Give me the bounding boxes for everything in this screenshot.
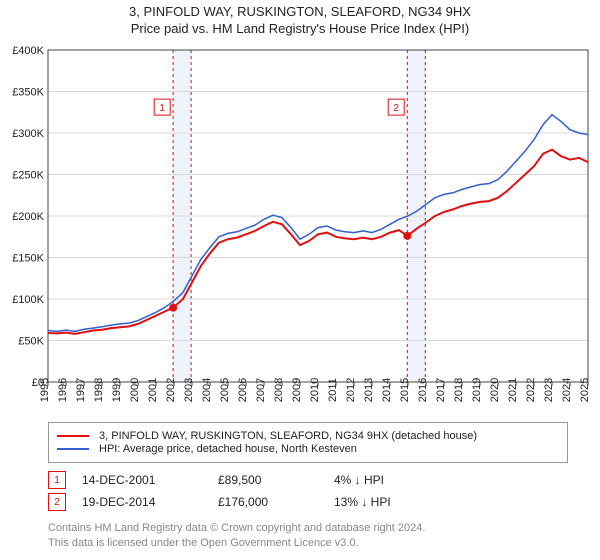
svg-text:2017: 2017 (435, 378, 447, 402)
svg-text:£200K: £200K (12, 211, 44, 223)
footer-line-1: Contains HM Land Registry data © Crown c… (48, 521, 596, 536)
svg-text:2003: 2003 (183, 378, 195, 402)
transaction-row: 1 14-DEC-2001 £89,500 4% ↓ HPI (48, 471, 596, 489)
svg-text:2001: 2001 (147, 378, 159, 402)
svg-text:1997: 1997 (75, 378, 87, 402)
svg-text:£400K: £400K (12, 45, 44, 57)
svg-text:2023: 2023 (543, 378, 555, 402)
svg-text:1: 1 (159, 103, 165, 114)
transaction-vs-hpi: 13% ↓ HPI (334, 495, 391, 509)
svg-text:2002: 2002 (165, 378, 177, 402)
transaction-price: £176,000 (218, 495, 318, 509)
legend-label: 3, PINFOLD WAY, RUSKINGTON, SLEAFORD, NG… (99, 430, 477, 442)
svg-text:2012: 2012 (345, 378, 357, 402)
svg-text:2018: 2018 (453, 378, 465, 402)
transaction-marker-box: 2 (48, 493, 66, 511)
svg-text:1998: 1998 (93, 378, 105, 402)
transaction-marker-box: 1 (48, 471, 66, 489)
transaction-vs-hpi: 4% ↓ HPI (334, 473, 384, 487)
svg-text:£150K: £150K (12, 253, 44, 265)
svg-text:£300K: £300K (12, 128, 44, 140)
transaction-row: 2 19-DEC-2014 £176,000 13% ↓ HPI (48, 493, 596, 511)
svg-text:2020: 2020 (489, 378, 501, 402)
title-subtitle: Price paid vs. HM Land Registry's House … (4, 21, 596, 36)
svg-text:2: 2 (393, 103, 399, 114)
price-chart: £0£50K£100K£150K£200K£250K£300K£350K£400… (4, 42, 596, 414)
legend-swatch (57, 448, 89, 450)
svg-text:2013: 2013 (363, 378, 375, 402)
transaction-date: 14-DEC-2001 (82, 473, 202, 487)
chart-title: 3, PINFOLD WAY, RUSKINGTON, SLEAFORD, NG… (4, 4, 596, 36)
svg-text:2006: 2006 (237, 378, 249, 402)
transaction-price: £89,500 (218, 473, 318, 487)
svg-text:£50K: £50K (18, 336, 44, 348)
svg-text:2021: 2021 (507, 378, 519, 402)
legend-item: 3, PINFOLD WAY, RUSKINGTON, SLEAFORD, NG… (57, 430, 559, 442)
legend-swatch (57, 435, 89, 437)
svg-text:£100K: £100K (12, 294, 44, 306)
title-address: 3, PINFOLD WAY, RUSKINGTON, SLEAFORD, NG… (4, 4, 596, 19)
svg-text:1996: 1996 (57, 378, 69, 402)
svg-text:2005: 2005 (219, 378, 231, 402)
svg-text:2015: 2015 (399, 378, 411, 402)
svg-text:2008: 2008 (273, 378, 285, 402)
legend-label: HPI: Average price, detached house, Nort… (99, 443, 357, 455)
svg-text:2022: 2022 (525, 378, 537, 402)
svg-text:2025: 2025 (579, 378, 591, 402)
svg-text:2007: 2007 (255, 378, 267, 402)
svg-text:1995: 1995 (39, 378, 51, 402)
svg-text:£250K: £250K (12, 170, 44, 182)
svg-text:2014: 2014 (381, 378, 393, 402)
footer-line-2: This data is licensed under the Open Gov… (48, 536, 596, 551)
svg-text:2009: 2009 (291, 378, 303, 402)
svg-text:£350K: £350K (12, 87, 44, 99)
svg-text:1999: 1999 (111, 378, 123, 402)
transaction-list: 1 14-DEC-2001 £89,500 4% ↓ HPI 2 19-DEC-2014 £… (48, 471, 596, 511)
transaction-date: 19-DEC-2014 (82, 495, 202, 509)
legend-item: HPI: Average price, detached house, Nort… (57, 443, 559, 455)
svg-text:2010: 2010 (309, 378, 321, 402)
footer-attribution: Contains HM Land Registry data © Crown c… (48, 521, 596, 551)
svg-text:2019: 2019 (471, 378, 483, 402)
legend: 3, PINFOLD WAY, RUSKINGTON, SLEAFORD, NG… (48, 422, 568, 463)
svg-text:2016: 2016 (417, 378, 429, 402)
svg-text:2004: 2004 (201, 378, 213, 402)
svg-text:2000: 2000 (129, 378, 141, 402)
svg-text:2024: 2024 (561, 378, 573, 402)
